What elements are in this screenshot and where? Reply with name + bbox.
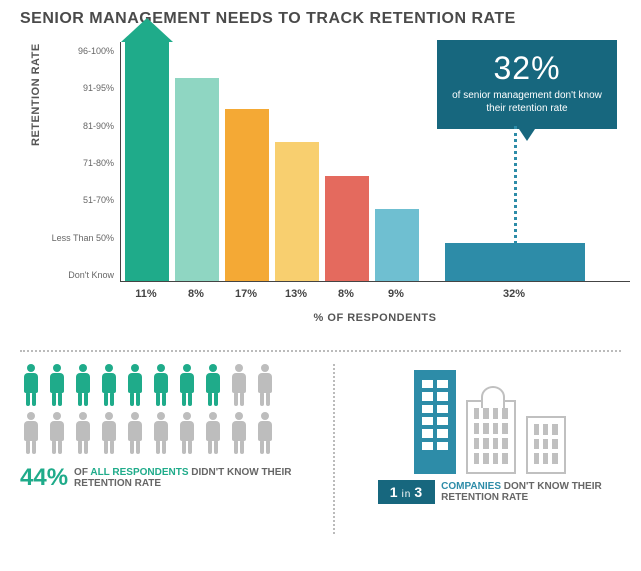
bar: [375, 209, 419, 281]
bar: [125, 42, 169, 281]
x-tick: 8%: [174, 288, 218, 300]
people-icon-grid: [20, 364, 300, 456]
person-icon: [72, 364, 94, 408]
person-icon: [176, 364, 198, 408]
y-tick: 51-70%: [50, 195, 114, 205]
person-icon: [46, 412, 68, 456]
people-infographic: 44% OF ALL RESPONDENTS DIDN'T KNOW THEIR…: [20, 364, 333, 534]
page-title: SENIOR MANAGEMENT NEEDS TO TRACK RETENTI…: [20, 10, 621, 28]
person-icon: [20, 364, 42, 408]
callout-box: 32% of senior management don't know thei…: [437, 40, 617, 129]
x-tick: 17%: [224, 288, 268, 300]
person-icon: [254, 412, 276, 456]
y-axis-ticks: 96-100% 91-95% 81-90% 71-80% 51-70% Less Than…: [50, 46, 114, 280]
section-divider: [20, 350, 621, 352]
building-icon: [526, 416, 566, 474]
bar: [175, 78, 219, 281]
building-infographic: 1in3 COMPANIES DON'T KNOW THEIR RETENTIO…: [333, 364, 621, 534]
y-tick: 71-80%: [50, 158, 114, 168]
y-tick: Less Than 50%: [50, 233, 114, 243]
person-icon: [98, 412, 120, 456]
y-tick: Don't Know: [50, 270, 114, 280]
person-icon: [202, 412, 224, 456]
y-tick: 96-100%: [50, 46, 114, 56]
person-icon: [202, 364, 224, 408]
building-icon: [414, 370, 456, 474]
bar: [445, 243, 585, 281]
x-axis-title: % OF RESPONDENTS: [120, 312, 630, 324]
bar: [225, 109, 269, 281]
person-icon: [176, 412, 198, 456]
y-axis-label: RETENTION RATE: [30, 43, 42, 146]
retention-bar-chart: RETENTION RATE 96-100%91-95%81-90%71-80%…: [38, 36, 621, 326]
person-icon: [72, 412, 94, 456]
callout-text: of senior management don't know their re…: [451, 89, 603, 115]
callout-percent: 32%: [451, 50, 603, 87]
x-tick: 13%: [274, 288, 318, 300]
bar: [325, 176, 369, 281]
y-tick: 81-90%: [50, 121, 114, 131]
x-tick: 9%: [374, 288, 418, 300]
person-icon: [150, 364, 172, 408]
person-icon: [46, 364, 68, 408]
person-icon: [20, 412, 42, 456]
person-icon: [124, 412, 146, 456]
people-text: OF ALL RESPONDENTS DIDN'T KNOW THEIR RET…: [74, 467, 291, 489]
bottom-infographics: 44% OF ALL RESPONDENTS DIDN'T KNOW THEIR…: [20, 364, 621, 534]
people-percent: 44%: [20, 464, 68, 492]
person-icon: [150, 412, 172, 456]
ratio-badge: 1in3: [378, 480, 435, 504]
person-icon: [228, 412, 250, 456]
bar: [275, 142, 319, 281]
person-icon: [228, 364, 250, 408]
buildings-icon-row: [359, 364, 621, 474]
building-text: COMPANIES DON'T KNOW THEIR RETENTION RAT…: [441, 481, 602, 503]
building-stat-line: 1in3 COMPANIES DON'T KNOW THEIR RETENTIO…: [359, 480, 621, 504]
callout-leader-line: [514, 126, 517, 244]
people-stat-line: 44% OF ALL RESPONDENTS DIDN'T KNOW THEIR…: [20, 464, 323, 492]
y-tick: 91-95%: [50, 83, 114, 93]
x-tick: 32%: [444, 288, 584, 300]
person-icon: [98, 364, 120, 408]
person-icon: [254, 364, 276, 408]
x-tick: 8%: [324, 288, 368, 300]
x-axis-labels: 11% 8% 17% 13% 8% 9% 32%: [120, 288, 630, 300]
person-icon: [124, 364, 146, 408]
building-icon: [466, 400, 516, 474]
x-tick: 11%: [124, 288, 168, 300]
